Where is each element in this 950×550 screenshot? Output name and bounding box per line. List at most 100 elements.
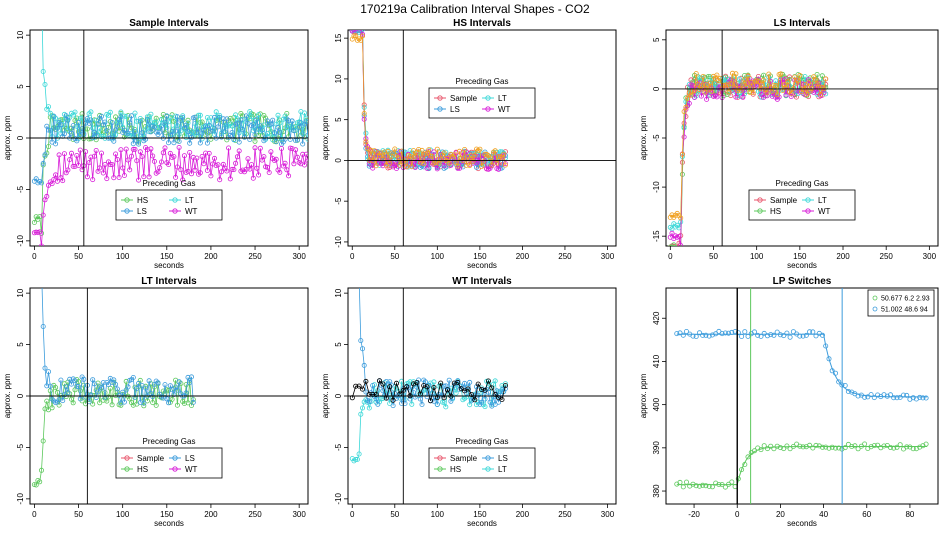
legend-marker [872,306,878,312]
data-point-LT [736,76,742,82]
series-line-Sample [671,75,827,246]
data-point-LS [118,114,124,120]
data-point-other [371,148,377,154]
data-point-LS [40,323,46,329]
data-point-HS [70,400,76,406]
data-point-LT [802,74,808,80]
data-point-WT [109,161,115,167]
x-tick-label: 250 [558,252,572,261]
data-point-other [392,146,398,152]
data-point-other [383,162,389,168]
data-point-LS [114,386,120,392]
data-point [797,443,803,449]
data-point [680,484,686,490]
data-point-WT [44,193,50,199]
x-tick-label: 0 [735,510,740,519]
data-point [842,382,848,388]
data-point [871,395,877,401]
data-point-WT [88,154,94,160]
data-point-LS [206,122,212,128]
data-point-WT [125,157,131,163]
data-point-WT [127,167,133,173]
legend-label: Sample [137,454,165,463]
data-point [693,333,699,339]
data-point-other [688,92,694,98]
y-tick-label: -10 [334,493,343,505]
legend-label: Sample [450,454,478,463]
data-point-black [444,387,450,393]
data-point-LS [434,401,440,407]
data-point-other [750,90,756,96]
data-point [745,333,751,339]
data-point-other [685,95,691,101]
data-point-black [353,383,359,389]
x-tick-label: 200 [516,252,530,261]
data-point-LS [211,114,217,120]
data-point [836,445,842,451]
data-point-other [707,80,713,86]
data-point-WT [441,163,447,169]
data-point-HS [185,117,191,123]
data-point-LS [127,120,133,126]
data-point-other [683,104,689,110]
data-point-WT [188,171,194,177]
data-point-LT [144,114,150,120]
data-point [810,445,816,451]
data-point-LS [210,128,216,134]
data-point-LS [166,400,172,406]
data-point-WT [199,153,205,159]
data-point-other [731,85,737,91]
data-point [752,448,758,454]
data-point-other [404,164,410,170]
data-point [735,476,741,482]
data-point-LS [479,399,485,405]
data-point-LS [44,383,50,389]
legend-label: LS [450,105,460,114]
data-point [875,442,881,448]
data-point-WT [107,162,113,168]
data-point-other [487,155,493,161]
data-point-HS [77,388,83,394]
data-point [910,395,916,401]
data-point-WT [303,151,308,157]
data-point-LT [275,112,281,118]
data-point-LS [215,124,221,130]
data-point-WT [173,174,179,180]
data-point [729,329,735,335]
data-point-other [363,139,369,145]
x-tick-label: 150 [160,252,174,261]
data-point-WT [146,174,152,180]
data-point-other [480,159,486,165]
data-point-HS [118,110,124,116]
data-point-HS [679,247,683,251]
data-point-black [482,387,488,393]
data-point-LS [33,176,39,182]
data-point-WT [40,212,46,218]
data-point-WT [53,172,59,178]
y-tick-label: 0 [334,158,343,163]
data-point-other [477,146,483,152]
data-point [826,445,832,451]
data-point-LT [277,120,283,126]
data-point-HS [183,382,189,388]
data-point-WT [144,147,150,153]
data-point-WT [257,145,263,151]
data-point-other [434,146,440,152]
legend-marker [437,106,443,112]
legend-label: WT [498,105,511,114]
data-point-WT [254,165,260,171]
data-point-black [393,380,399,386]
data-point-HS [150,400,156,406]
data-point [765,446,771,452]
data-point-black [427,398,433,404]
data-point-LS [116,392,122,398]
legend-label: WT [818,207,831,216]
data-point-LT [224,123,230,129]
legend-label: HS [450,465,461,474]
data-point-LS [169,387,175,393]
data-point-WT [155,169,161,175]
data-point-HS [814,72,820,78]
legend-box [115,189,223,221]
data-point [891,395,897,401]
data-point-HS [33,482,39,488]
